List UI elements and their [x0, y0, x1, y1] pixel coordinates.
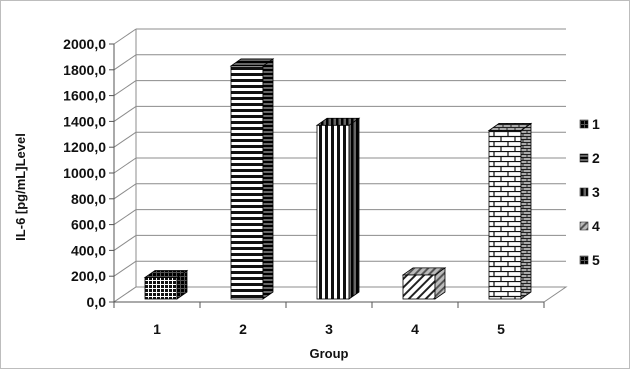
- legend: 1 2 3 4 5: [579, 116, 600, 268]
- gridline-side: [113, 183, 137, 200]
- y-tick-label: 1200,0: [63, 139, 106, 155]
- legend-item: 3: [579, 184, 600, 200]
- legend-swatch: [579, 153, 589, 163]
- y-tick-label: 600,0: [71, 217, 106, 233]
- gridline-side: [113, 105, 137, 122]
- y-tick-label: 200,0: [71, 268, 106, 284]
- bars: [143, 58, 533, 300]
- bar-5: [487, 122, 533, 300]
- gridline-side: [113, 209, 137, 226]
- x-axis-label: Group: [310, 346, 349, 361]
- x-tick-label: 5: [497, 321, 505, 337]
- gridline-side: [113, 260, 137, 277]
- y-tick-label: 1800,0: [63, 62, 106, 78]
- gridline-side: [113, 131, 137, 148]
- y-tick-label: 1000,0: [63, 165, 106, 181]
- y-tick-label: 400,0: [71, 242, 106, 258]
- bar-top: [229, 58, 275, 67]
- x-tick-label: 4: [411, 321, 419, 337]
- gridline-side: [113, 80, 137, 97]
- y-tick-label: 2000,0: [63, 36, 106, 52]
- y-tick-label: 1600,0: [63, 88, 106, 104]
- bar-top: [487, 123, 533, 131]
- bar-front: [402, 274, 436, 300]
- bar-top: [143, 270, 189, 278]
- gridline-side: [113, 234, 137, 251]
- legend-label: 3: [592, 184, 600, 200]
- bar-side: [348, 117, 360, 300]
- bar-front: [144, 277, 178, 300]
- bar-side: [262, 58, 274, 300]
- bar-top: [315, 117, 361, 126]
- x-tick-label: 3: [325, 321, 333, 337]
- legend-item: 1: [579, 116, 600, 132]
- legend-swatch: [579, 187, 589, 197]
- bar-front: [488, 130, 522, 300]
- gridline-side: [113, 54, 137, 71]
- bar-3: [315, 117, 361, 300]
- bar-top: [401, 267, 447, 276]
- bar-1: [143, 269, 189, 300]
- bar-front: [316, 124, 350, 300]
- x-tick-label: 2: [239, 321, 247, 337]
- legend-swatch: [579, 255, 589, 265]
- legend-item: 4: [579, 218, 600, 234]
- axes: 0,0 200,0 400,0 600,0 800,0 1000,0 1200,0 1400,…: [63, 36, 545, 337]
- bar-front: [230, 65, 264, 300]
- x-tick-label: 1: [153, 321, 161, 337]
- legend-label: 5: [592, 252, 600, 268]
- bar-side: [520, 122, 532, 300]
- legend-label: 4: [592, 218, 600, 234]
- legend-label: 2: [592, 150, 600, 166]
- y-axis-label: IL-6 [pg/mL]Level: [13, 133, 28, 241]
- legend-item: 5: [579, 252, 600, 268]
- bar-2: [229, 58, 275, 300]
- y-tick-label: 1400,0: [63, 113, 106, 129]
- legend-swatch: [579, 119, 589, 129]
- legend-swatch: [579, 221, 589, 231]
- y-tick-label: 0,0: [87, 294, 107, 310]
- gridline-side: [113, 28, 137, 45]
- gridline-side: [113, 157, 137, 174]
- legend-label: 1: [592, 116, 600, 132]
- legend-item: 2: [579, 150, 600, 166]
- bar-4: [401, 267, 447, 300]
- y-tick-label: 800,0: [71, 191, 106, 207]
